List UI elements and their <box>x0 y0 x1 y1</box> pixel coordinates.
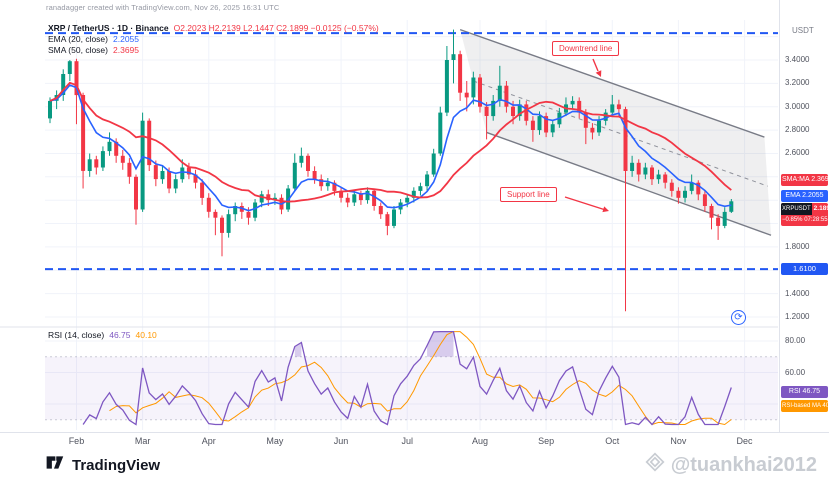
chart-legend: XRP / TetherUS · 1D · Binance O2.2023 H2… <box>48 23 379 56</box>
ema-indicator-label[interactable]: EMA (20, close) <box>48 34 108 44</box>
sma-axis-badge: SMA:MA 2.3695 <box>781 174 828 187</box>
author-watermark-text: @tuankhai2012 <box>670 453 817 476</box>
diamond-logo-icon <box>645 452 665 478</box>
month-label: Dec <box>736 436 753 446</box>
price-tick-label: 3.4000 <box>785 55 810 64</box>
price-tick-label: 2.6000 <box>785 148 810 158</box>
tradingview-brand-text: TradingView <box>72 456 161 474</box>
annotation-downtrend-line[interactable]: Downtrend line <box>552 41 620 56</box>
month-label: May <box>266 436 284 446</box>
month-label: Apr <box>201 436 216 446</box>
time-axis[interactable]: Feb Mar Apr May Jun Jul Aug Sep Oct Nov Dec <box>0 432 829 451</box>
rsi-tick-label: 60.00 <box>785 367 806 377</box>
annotation-support-line[interactable]: Support line <box>500 187 557 202</box>
axis-currency-label: USDT <box>792 26 814 35</box>
credit-text: ranadagger created with TradingView.com,… <box>46 3 280 12</box>
rsi-ma-value: 40.10 <box>135 330 157 340</box>
price-tick-label: 1.8000 <box>785 241 810 251</box>
refresh-cycle-icon[interactable]: ⟳ <box>731 310 746 325</box>
month-label: Feb <box>68 436 85 446</box>
rsi-ma-axis-badge: RSI-based MA 40.10 <box>781 399 828 412</box>
month-label: Sep <box>538 436 555 446</box>
price-tick-label: 2.8000 <box>785 125 810 135</box>
ema-axis-badge: EMA 2.2055 <box>781 190 828 203</box>
rsi-axis-badge: RSI 46.75 <box>781 386 828 399</box>
ohlc-values: O2.2023 H2.2139 L2.1447 C2.1899 −0.0125 … <box>173 23 379 33</box>
price-axis[interactable]: USDT 3.40003.20003.00002.80002.60002.000… <box>779 0 829 432</box>
sma-indicator-label[interactable]: SMA (50, close) <box>48 45 108 55</box>
level-axis-badge: 1.6100 <box>781 263 828 276</box>
month-label: Aug <box>471 436 488 446</box>
price-tick-label: 1.2000 <box>785 311 810 321</box>
symbol-title[interactable]: XRP / TetherUS · 1D · Binance <box>48 23 169 33</box>
rsi-tick-label: 80.00 <box>785 336 806 345</box>
tradingview-logo-icon <box>44 452 65 478</box>
month-label: Jun <box>333 436 349 446</box>
rsi-legend: RSI (14, close) 46.75 40.10 <box>48 330 157 340</box>
author-watermark: @tuankhai2012 <box>645 452 817 478</box>
price-tick-label: 1.4000 <box>785 288 810 298</box>
rsi-indicator-label[interactable]: RSI (14, close) <box>48 330 105 340</box>
ema-indicator-value: 2.2055 <box>113 34 139 44</box>
month-label: Oct <box>605 436 620 446</box>
tradingview-brand[interactable]: TradingView <box>44 452 160 478</box>
month-label: Mar <box>134 436 151 446</box>
price-tick-label: 3.0000 <box>785 101 810 111</box>
rsi-indicator-value: 46.75 <box>109 330 131 340</box>
month-label: Nov <box>670 436 687 446</box>
sma-indicator-value: 2.3695 <box>113 45 139 55</box>
month-label: Jul <box>401 436 413 446</box>
price-tick-label: 3.2000 <box>785 78 810 88</box>
